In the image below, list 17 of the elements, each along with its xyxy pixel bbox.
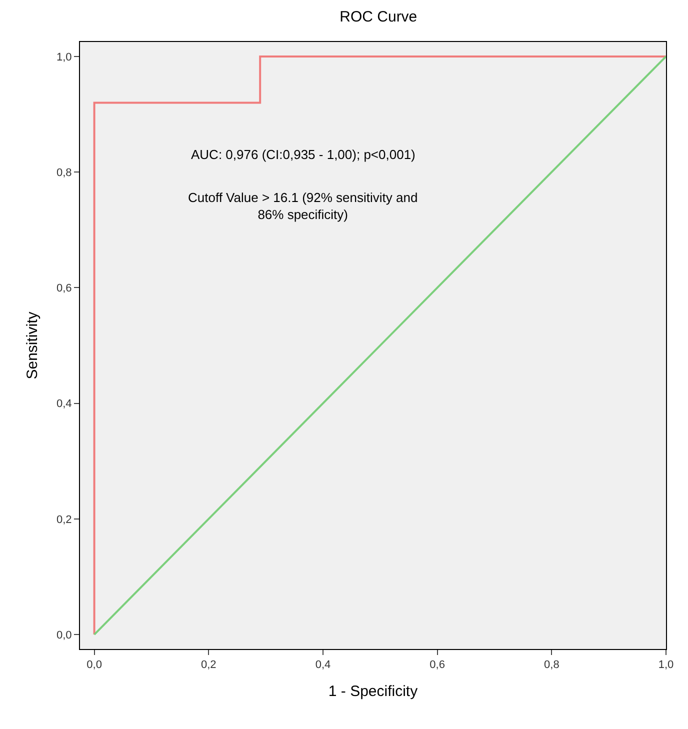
- y-tick-label: 1,0: [56, 51, 72, 64]
- x-tick-label: 0,6: [430, 659, 445, 672]
- x-tick-label: 0,8: [544, 659, 560, 672]
- x-tick-label: 0,4: [315, 659, 331, 672]
- x-tick-label: 0,2: [200, 659, 216, 672]
- x-tick-label: 0,0: [86, 659, 102, 672]
- y-tick-label: 0,4: [56, 398, 72, 410]
- x-axis-title: 1 - Specificity: [328, 683, 418, 700]
- annotation: AUC: 0,976 (CI:0,935 - 1,00); p<0,001): [191, 147, 416, 162]
- annotation: Cutoff Value > 16.1 (92% sensitivity and 86% specificity): [188, 190, 418, 222]
- y-tick-label: 0,0: [56, 629, 72, 642]
- x-tick-label: 1,0: [658, 659, 674, 672]
- y-tick-label: 0,8: [56, 166, 72, 179]
- y-tick-label: 0,2: [56, 514, 72, 526]
- chart-title: ROC Curve: [340, 8, 418, 26]
- y-tick-label: 0,6: [56, 282, 72, 295]
- y-axis-title: Sensitivity: [24, 311, 41, 380]
